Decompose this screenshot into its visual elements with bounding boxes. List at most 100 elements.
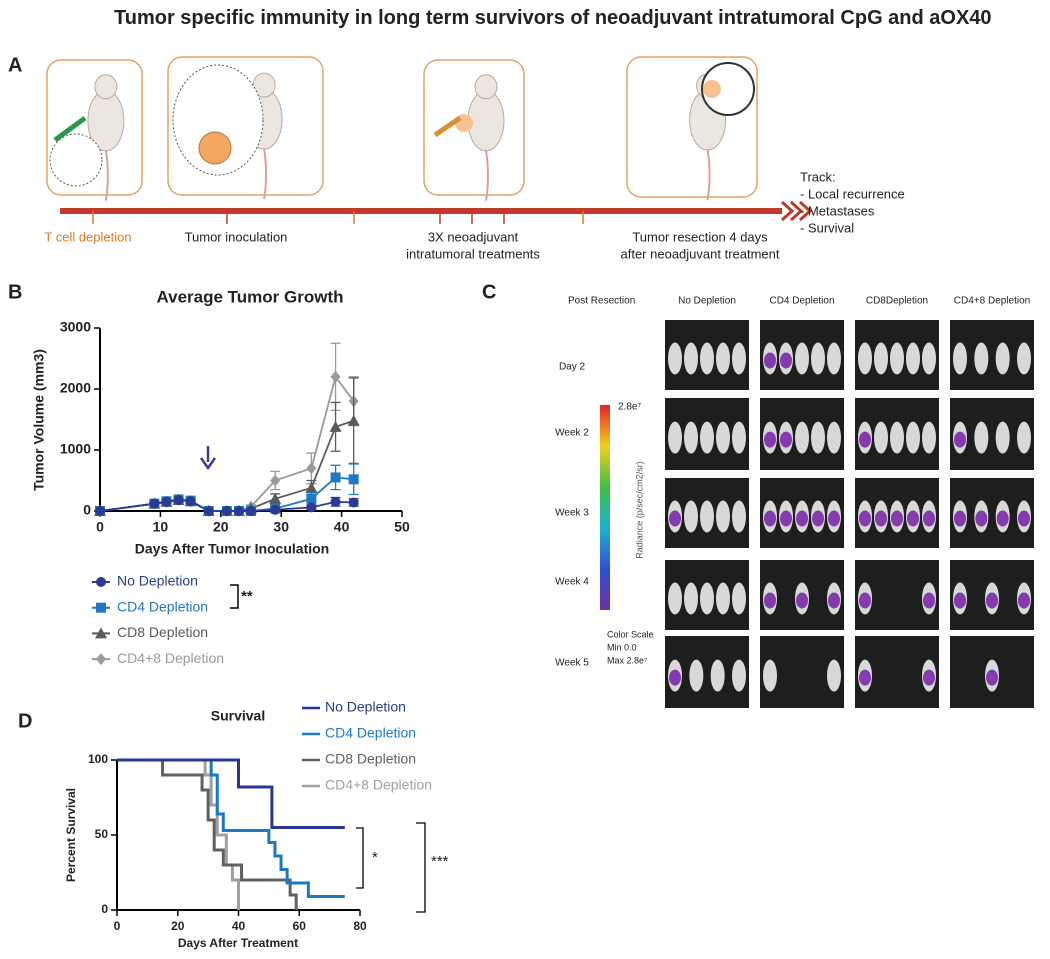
bioluminescence [812, 510, 824, 527]
y-axis-label: Percent Survival [64, 788, 78, 882]
data-marker [269, 492, 282, 504]
imaged-mouse [700, 582, 714, 615]
legend-label: CD4 Depletion [325, 725, 416, 741]
imaged-mouse [684, 342, 698, 375]
imaged-mouse [684, 500, 698, 533]
y-tick-label: 0 [101, 902, 108, 916]
x-tick-label: 0 [96, 519, 104, 535]
data-marker [270, 474, 281, 487]
x-axis-label: Days After Tumor Inoculation [135, 541, 329, 557]
data-marker [347, 414, 360, 426]
row-label: Day 2 [559, 362, 586, 373]
imaged-mouse [732, 342, 746, 375]
imaged-mouse [922, 342, 936, 375]
imaged-mouse [995, 342, 1010, 375]
data-marker [348, 497, 359, 508]
data-marker [305, 481, 318, 493]
y-tick-label: 0 [83, 502, 91, 518]
bioluminescence [780, 431, 792, 448]
data-marker [306, 502, 317, 513]
imaged-mouse [684, 421, 698, 454]
imaged-mouse [827, 421, 841, 454]
imaged-mouse [811, 421, 825, 454]
imaged-mouse [763, 659, 777, 692]
bioluminescence [764, 431, 776, 448]
bioluminescence [764, 352, 776, 369]
x-tick-label: 40 [334, 519, 350, 535]
mouse-tail [104, 150, 109, 201]
timeline-arrow [789, 200, 804, 222]
imaged-mouse [974, 421, 989, 454]
row-label: Week 3 [555, 508, 589, 519]
imaged-mouse [716, 582, 730, 615]
data-marker [149, 498, 160, 509]
legend-label: CD4+8 Depletion [117, 650, 224, 666]
mouse-tail [485, 150, 489, 201]
bioluminescence [975, 510, 988, 527]
imaged-mouse [732, 659, 746, 692]
bioluminescence [907, 510, 919, 527]
bioluminescence [669, 510, 681, 527]
x-tick-label: 0 [114, 919, 121, 933]
data-marker [330, 472, 341, 483]
bioluminescence [828, 592, 840, 609]
bioluminescence [859, 510, 871, 527]
imaged-mouse [716, 500, 730, 533]
imaged-mouse [995, 421, 1010, 454]
panel-letter: C [482, 281, 496, 303]
legend-label: CD8 Depletion [117, 624, 208, 640]
column-header: No Depletion [678, 296, 736, 307]
imaged-mouse [922, 421, 936, 454]
bioluminescence [875, 510, 887, 527]
x-tick-label: 20 [213, 519, 229, 535]
track-item: - Local recurrence [800, 186, 905, 201]
row-label: Week 5 [555, 658, 589, 669]
zoom-circle [172, 64, 264, 176]
mouse-tail [263, 148, 268, 200]
imaged-mouse [1017, 421, 1031, 454]
bioluminescence [923, 510, 935, 527]
data-marker [233, 506, 244, 516]
imaged-mouse [906, 342, 920, 375]
y-tick-label: 2000 [60, 380, 91, 396]
imaged-mouse [700, 342, 714, 375]
series-line [117, 758, 345, 829]
imaged-mouse [858, 342, 872, 375]
zoom-circle [701, 62, 755, 116]
data-marker [246, 506, 256, 516]
mouse-head [94, 74, 118, 100]
color-scale [600, 405, 610, 610]
significance-label: ** [241, 588, 253, 605]
data-marker [173, 495, 184, 506]
imaged-mouse [953, 342, 967, 375]
data-marker [348, 474, 359, 485]
legend-label: No Depletion [117, 573, 198, 589]
bioluminescence [954, 592, 966, 609]
y-tick-label: 1000 [60, 441, 91, 457]
bioluminescence [796, 510, 808, 527]
y-tick-label: 3000 [60, 319, 91, 335]
y-axis-label: Tumor Volume (mm3) [31, 349, 47, 491]
imaged-mouse [732, 421, 746, 454]
timeline-label: T cell depletion [44, 229, 131, 244]
zoom-circle [49, 133, 103, 187]
data-marker [96, 602, 106, 613]
imaged-mouse [700, 421, 714, 454]
y-tick-label: 100 [88, 752, 108, 766]
data-marker [203, 506, 214, 516]
imaged-mouse [668, 582, 682, 615]
data-marker [95, 627, 107, 639]
imaged-mouse [795, 421, 809, 454]
scale-max: 2.8e⁷ [618, 402, 641, 413]
track-item: - Metastases [800, 203, 875, 218]
data-marker [306, 462, 317, 475]
bioluminescence [891, 510, 903, 527]
imaged-mouse [890, 421, 904, 454]
bioluminescence [1018, 510, 1030, 527]
column-header: CD4 Depletion [769, 296, 834, 307]
legend-label: CD4 Depletion [117, 598, 208, 614]
legend-label: CD4+8 Depletion [325, 777, 432, 793]
y-tick-label: 50 [95, 827, 109, 841]
